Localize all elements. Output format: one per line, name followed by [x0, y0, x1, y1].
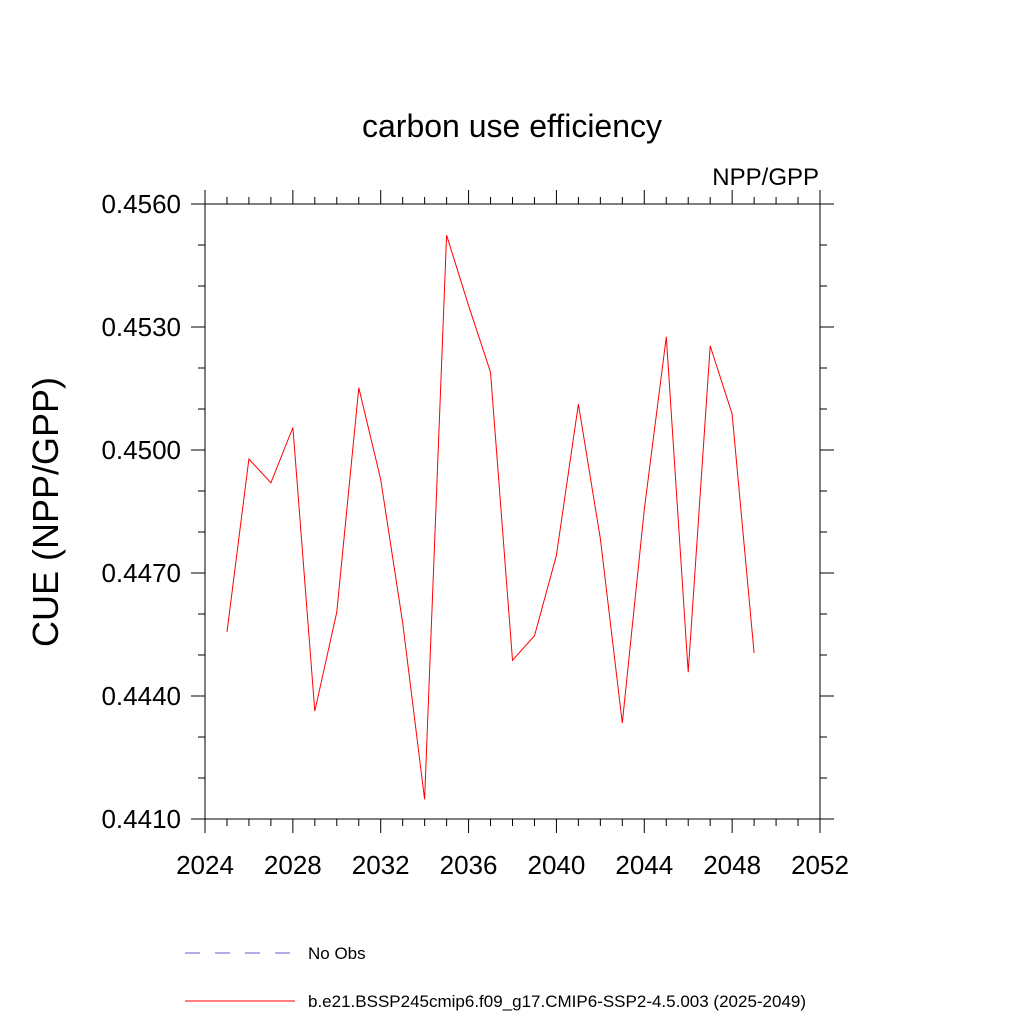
y-axis-title: CUE (NPP/GPP) — [25, 377, 66, 647]
legend-label: b.e21.BSSP245cmip6.f09_g17.CMIP6-SSP2-4.… — [308, 992, 806, 1011]
x-tick-label: 2036 — [440, 850, 498, 880]
y-tick-label: 0.4500 — [101, 435, 181, 465]
x-tick-label: 2052 — [791, 850, 849, 880]
legend: No Obs b.e21.BSSP245cmip6.f09_g17.CMIP6-S… — [185, 944, 806, 1011]
chart-title: carbon use efficiency — [362, 108, 662, 144]
x-tick-label: 2028 — [264, 850, 322, 880]
series-line — [226, 235, 755, 800]
x-tick-label: 2044 — [615, 850, 673, 880]
y-tick-label: 0.4470 — [101, 558, 181, 588]
y-tick-label: 0.4410 — [101, 804, 181, 834]
x-tick-label: 2048 — [703, 850, 761, 880]
legend-label: No Obs — [308, 944, 366, 963]
y-tick-label: 0.4560 — [101, 189, 181, 219]
x-tick-label: 2040 — [528, 850, 586, 880]
x-tick-label: 2024 — [176, 850, 234, 880]
series-group — [226, 235, 755, 800]
x-tick-label: 2032 — [352, 850, 410, 880]
y-tick-label: 0.4530 — [101, 312, 181, 342]
y-tick-label: 0.4440 — [101, 681, 181, 711]
plot-frame — [204, 203, 821, 820]
chart-subtitle: NPP/GPP — [712, 164, 819, 191]
axis-ticks: 2024 2028 2032 2036 2040 2044 2048 2052 0.4410 0.… — [101, 189, 848, 880]
